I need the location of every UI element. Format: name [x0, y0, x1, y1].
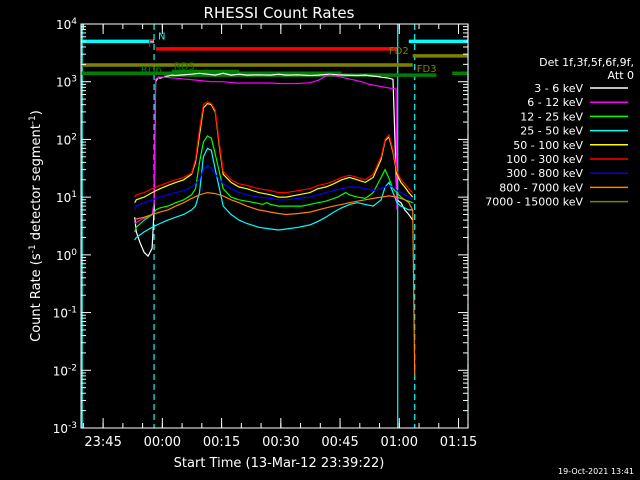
series-line-50-100kev [134, 102, 414, 203]
series-line-12-25kev [134, 135, 413, 233]
y-tick-label: 101 [56, 190, 77, 205]
legend-entry-label: 100 - 300 keV [506, 153, 583, 166]
y-axis-label: Count Rate (s-1 detector segment-1) [28, 110, 44, 342]
state-bar-label: FD2 [389, 46, 409, 57]
state-bar-label: N [158, 31, 165, 42]
legend-entry-label: 3 - 6 keV [534, 82, 583, 95]
state-bar-label: RD6 [141, 65, 162, 76]
legend-entry-label: 7000 - 15000 keV [485, 196, 583, 209]
x-tick-label: 01:15 [440, 435, 477, 450]
series-line-6-12kev [134, 74, 398, 225]
footer-timestamp: 19-Oct-2021 13:41 [558, 467, 634, 476]
series-line-100-300kev [134, 101, 414, 198]
x-tick-label: 00:15 [203, 435, 240, 450]
y-tick-label: 10-1 [53, 306, 77, 321]
legend-entry-label: 25 - 50 keV [520, 125, 583, 138]
plot-area: NF FD2 FD3 RD6 RD5 [81, 24, 469, 428]
y-tick-label: 104 [56, 17, 77, 32]
state-bar-label: F [148, 39, 154, 50]
x-tick-label: 00:00 [144, 435, 181, 450]
x-tick-label: 23:45 [84, 435, 121, 450]
y-tick-label: 100 [56, 248, 77, 263]
x-axis-label: Start Time (13-Mar-12 23:39:22) [174, 456, 385, 471]
legend-entry-label: 50 - 100 keV [513, 139, 583, 152]
legend-entry-label: 6 - 12 keV [527, 96, 583, 109]
x-tick-label: 00:45 [321, 435, 358, 450]
y-tick-label: 102 [56, 132, 77, 147]
axes: 10-3 10-2 10-1 100 101 102 103 104 23:45 00:00 00:… [53, 17, 478, 450]
chart-title: RHESSI Count Rates [204, 4, 355, 22]
legend-header: Att 0 [608, 69, 634, 82]
plot-frame [80, 23, 469, 429]
y-tick-label: 10-2 [53, 363, 77, 378]
series-line-3-6kev [134, 72, 414, 258]
state-bar-label: FD3 [417, 64, 437, 75]
y-tick-label: 10-3 [53, 421, 77, 436]
x-tick-label: 01:00 [381, 435, 418, 450]
x-tick-label: 00:30 [262, 435, 299, 450]
legend-entry-label: 800 - 7000 keV [499, 181, 583, 194]
state-bar-label: RD5 [174, 62, 195, 73]
legend-entry-label: 300 - 800 keV [506, 167, 583, 180]
legend-header: Det 1f,3f,5f,6f,9f, [539, 56, 634, 69]
legend-entry-label: 12 - 25 keV [520, 110, 583, 123]
series-line-800-7000kev [134, 191, 416, 376]
series-line-300-800kev [134, 164, 414, 211]
y-tick-label: 103 [56, 75, 77, 90]
